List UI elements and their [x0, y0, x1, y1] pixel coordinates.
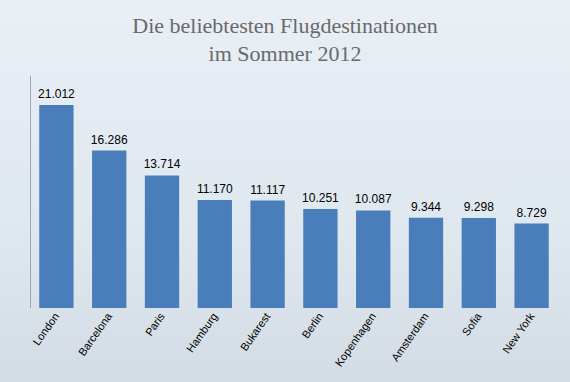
svg-text:8.729: 8.729 — [517, 206, 547, 220]
svg-text:Berlin: Berlin — [299, 311, 325, 341]
svg-text:Die beliebtesten Flugdestinati: Die beliebtesten Flugdestinationen — [132, 13, 438, 38]
svg-text:10.251: 10.251 — [302, 191, 339, 205]
svg-text:Hamburg: Hamburg — [184, 311, 220, 355]
svg-text:13.714: 13.714 — [144, 157, 181, 171]
svg-text:Paris: Paris — [143, 310, 167, 338]
svg-text:21.012: 21.012 — [38, 87, 75, 101]
svg-text:9.344: 9.344 — [411, 200, 441, 214]
svg-text:Barcelona: Barcelona — [76, 310, 115, 358]
svg-text:16.286: 16.286 — [91, 133, 128, 147]
svg-text:Sofia: Sofia — [459, 310, 484, 338]
svg-text:London: London — [30, 311, 61, 348]
svg-text:Bukarest: Bukarest — [238, 311, 273, 353]
svg-text:10.087: 10.087 — [355, 192, 392, 206]
svg-text:9.298: 9.298 — [464, 200, 494, 214]
svg-text:im Sommer 2012: im Sommer 2012 — [209, 41, 362, 66]
svg-text:Amsterdam: Amsterdam — [389, 311, 431, 364]
svg-text:11.117: 11.117 — [250, 183, 285, 197]
svg-text:11.170: 11.170 — [197, 182, 233, 196]
svg-text:New York: New York — [500, 310, 537, 355]
svg-text:Kopenhagen: Kopenhagen — [332, 311, 378, 369]
